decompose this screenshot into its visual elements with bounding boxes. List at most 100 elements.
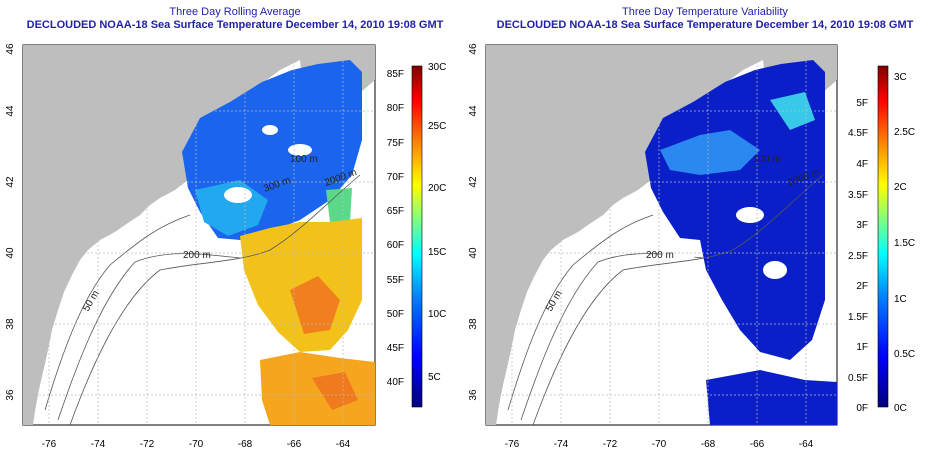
left-y-ticks: 36 38 40 42 44 46 bbox=[5, 43, 16, 401]
colorbar-f-label: 0F bbox=[856, 403, 868, 414]
right-map: 200 m 50 m 100 m 2000 m -76 -74 -72 -70 … bbox=[468, 43, 915, 450]
colorbar-f-label: 55F bbox=[387, 275, 404, 286]
left-title-line2: DECLOUDED NOAA-18 Sea Surface Temperatur… bbox=[26, 19, 444, 31]
left-sst-south-region bbox=[260, 352, 375, 425]
x-tick-label: -66 bbox=[287, 439, 302, 450]
left-land-mass bbox=[23, 45, 375, 425]
right-cloud-gap bbox=[660, 240, 700, 260]
colorbar-f-label: 45F bbox=[387, 343, 404, 354]
colorbar-f-label: 50F bbox=[387, 309, 404, 320]
left-contour-2000m bbox=[69, 174, 361, 425]
right-colorbar bbox=[877, 65, 889, 408]
colorbar-f-label: 4F bbox=[856, 159, 868, 170]
right-title-line2: DECLOUDED NOAA-18 Sea Surface Temperatur… bbox=[496, 19, 914, 31]
right-title-line1: Three Day Temperature Variability bbox=[622, 6, 788, 18]
left-cloud-gap bbox=[224, 187, 252, 203]
y-tick-label: 36 bbox=[5, 389, 16, 401]
x-tick-label: -76 bbox=[42, 439, 57, 450]
colorbar-c-label: 15C bbox=[428, 247, 446, 258]
y-tick-label: 40 bbox=[468, 247, 479, 259]
colorbar-f-label: 85F bbox=[387, 69, 404, 80]
left-colorbar-c-labels: 5C 10C 15C 20C 25C 30C bbox=[428, 62, 446, 383]
colorbar-f-label: 60F bbox=[387, 240, 404, 251]
left-title-line1: Three Day Rolling Average bbox=[169, 6, 301, 18]
right-x-ticks: -76 -74 -72 -70 -68 -66 -64 bbox=[505, 439, 814, 450]
colorbar-c-label: 10C bbox=[428, 309, 446, 320]
colorbar-c-label: 1.5C bbox=[894, 238, 915, 249]
right-contour-label: 100 m bbox=[753, 154, 781, 165]
colorbar-f-label: 70F bbox=[387, 172, 404, 183]
x-tick-label: -64 bbox=[799, 439, 814, 450]
left-map-title: Three Day Rolling Average DECLOUDED NOAA… bbox=[0, 6, 470, 32]
left-map: 200 m 50 m 100 m 300 m 2000 m -76 -74 -7… bbox=[5, 43, 446, 450]
y-tick-label: 44 bbox=[468, 105, 479, 117]
colorbar-c-label: 20C bbox=[428, 183, 446, 194]
colorbar-f-label: 1.5F bbox=[848, 312, 868, 323]
right-cloud-gap bbox=[736, 207, 764, 223]
left-contour-label: 200 m bbox=[183, 250, 211, 261]
y-tick-label: 44 bbox=[5, 105, 16, 117]
colorbar-f-label: 0.5F bbox=[848, 373, 868, 384]
colorbar-f-label: 3.5F bbox=[848, 190, 868, 201]
colorbar-c-label: 25C bbox=[428, 121, 446, 132]
left-sst-orange-patch bbox=[290, 276, 340, 334]
y-tick-label: 38 bbox=[5, 318, 16, 330]
colorbar-c-label: 1C bbox=[894, 294, 907, 305]
left-grid bbox=[23, 45, 375, 425]
right-grid bbox=[486, 45, 837, 425]
y-tick-label: 42 bbox=[5, 176, 16, 188]
colorbar-f-label: 65F bbox=[387, 206, 404, 217]
y-tick-label: 40 bbox=[5, 247, 16, 259]
x-tick-label: -68 bbox=[238, 439, 253, 450]
right-variability-region bbox=[645, 60, 825, 360]
y-tick-label: 36 bbox=[468, 389, 479, 401]
left-cloud-gap bbox=[262, 125, 278, 135]
colorbar-c-label: 0.5C bbox=[894, 349, 915, 360]
right-contour-label: 200 m bbox=[646, 250, 674, 261]
right-cloud-gap bbox=[763, 261, 787, 279]
right-y-ticks: 36 38 40 42 44 46 bbox=[468, 43, 479, 401]
right-colorbar-f-labels: 0F 0.5F 1F 1.5F 2F 2.5F 3F 3.5F 4F 4.5F … bbox=[848, 98, 868, 414]
colorbar-f-label: 75F bbox=[387, 138, 404, 149]
colorbar-f-label: 3F bbox=[856, 220, 868, 231]
y-tick-label: 46 bbox=[5, 43, 16, 55]
left-contour-50m bbox=[44, 214, 191, 411]
colorbar-c-label: 2C bbox=[894, 182, 907, 193]
colorbar-c-label: 3C bbox=[894, 72, 907, 83]
colorbar-f-label: 4.5F bbox=[848, 128, 868, 139]
colorbar-c-label: 5C bbox=[428, 372, 441, 383]
left-colorbar-f-labels: 40F 45F 50F 55F 60F 65F 70F 75F 80F 85F bbox=[387, 69, 404, 388]
y-tick-label: 38 bbox=[468, 318, 479, 330]
x-tick-label: -76 bbox=[505, 439, 520, 450]
colorbar-c-label: 30C bbox=[428, 62, 446, 73]
left-x-ticks: -76 -74 -72 -70 -68 -66 -64 bbox=[42, 439, 351, 450]
right-colorbar-c-labels: 0C 0.5C 1C 1.5C 2C 2.5C 3C bbox=[894, 72, 915, 414]
left-contour-200m bbox=[57, 253, 241, 421]
colorbar-f-label: 1F bbox=[856, 342, 868, 353]
x-tick-label: -70 bbox=[652, 439, 667, 450]
colorbar-f-label: 40F bbox=[387, 377, 404, 388]
x-tick-label: -74 bbox=[91, 439, 106, 450]
x-tick-label: -72 bbox=[603, 439, 618, 450]
right-land-mass bbox=[486, 45, 837, 425]
y-tick-label: 42 bbox=[468, 176, 479, 188]
x-tick-label: -66 bbox=[750, 439, 765, 450]
x-tick-label: -72 bbox=[140, 439, 155, 450]
x-tick-label: -64 bbox=[336, 439, 351, 450]
left-contour-label: 100 m bbox=[290, 154, 318, 165]
colorbar-f-label: 2F bbox=[856, 281, 868, 292]
right-variability-high bbox=[660, 130, 760, 175]
left-sst-green-patch bbox=[326, 188, 352, 222]
colorbar-c-label: 0C bbox=[894, 403, 907, 414]
colorbar-f-label: 80F bbox=[387, 103, 404, 114]
colorbar-c-label: 2.5C bbox=[894, 127, 915, 138]
x-tick-label: -68 bbox=[701, 439, 716, 450]
right-variability-cyan bbox=[770, 92, 815, 130]
right-contour-50m bbox=[507, 214, 654, 411]
x-tick-label: -74 bbox=[554, 439, 569, 450]
colorbar-f-label: 2.5F bbox=[848, 251, 868, 262]
left-colorbar bbox=[411, 65, 423, 408]
x-tick-label: -70 bbox=[189, 439, 204, 450]
right-contour-2000m bbox=[532, 174, 824, 425]
